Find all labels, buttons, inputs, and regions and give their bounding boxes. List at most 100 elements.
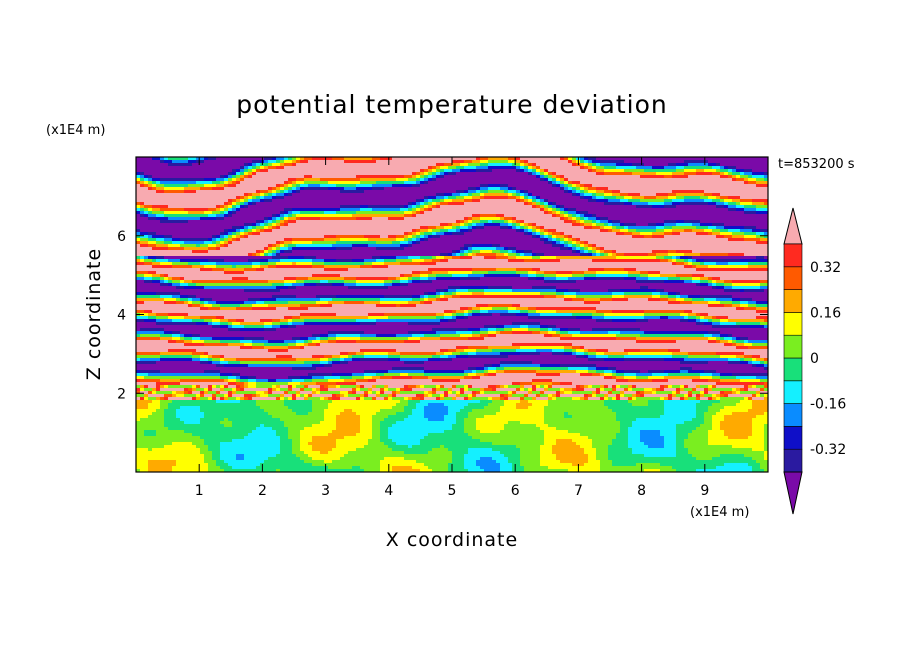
contour-cell bbox=[656, 196, 660, 199]
contour-cell bbox=[380, 187, 384, 190]
contour-cell bbox=[608, 211, 612, 214]
contour-cell bbox=[460, 178, 464, 181]
contour-cell bbox=[304, 208, 308, 211]
contour-cell bbox=[280, 187, 284, 190]
contour-cell bbox=[672, 244, 676, 247]
contour-cell bbox=[200, 166, 204, 169]
contour-cell bbox=[280, 193, 284, 196]
contour-cell bbox=[196, 202, 200, 205]
contour-cell bbox=[552, 226, 556, 229]
contour-cell bbox=[512, 214, 516, 217]
contour-cell bbox=[492, 247, 496, 250]
contour-cell bbox=[736, 235, 740, 238]
contour-cell bbox=[156, 220, 160, 223]
contour-cell bbox=[636, 244, 640, 247]
contour-cell bbox=[740, 163, 744, 166]
contour-cell bbox=[208, 178, 212, 181]
contour-cell bbox=[388, 250, 392, 253]
contour-cell bbox=[536, 223, 540, 226]
contour-cell bbox=[372, 232, 376, 235]
contour-cell bbox=[344, 229, 348, 232]
contour-cell bbox=[584, 169, 588, 172]
contour-cell bbox=[508, 202, 512, 205]
contour-cell bbox=[624, 166, 628, 169]
contour-cell bbox=[404, 223, 408, 226]
contour-cell bbox=[276, 244, 280, 247]
contour-cell bbox=[524, 169, 528, 172]
contour-cell bbox=[336, 217, 340, 220]
contour-cell bbox=[560, 157, 564, 160]
contour-cell bbox=[484, 193, 488, 196]
contour-cell bbox=[204, 160, 208, 163]
contour-cell bbox=[612, 229, 616, 232]
contour-cell bbox=[520, 244, 524, 247]
contour-cell bbox=[504, 247, 508, 250]
contour-cell bbox=[508, 190, 512, 193]
contour-cell bbox=[496, 181, 500, 184]
contour-cell bbox=[144, 211, 148, 214]
contour-cell bbox=[408, 223, 412, 226]
contour-cell bbox=[592, 241, 596, 244]
contour-cell bbox=[416, 184, 420, 187]
contour-cell bbox=[592, 175, 596, 178]
contour-cell bbox=[664, 193, 668, 196]
contour-cell bbox=[640, 247, 644, 250]
contour-cell bbox=[364, 193, 368, 196]
contour-cell bbox=[532, 208, 536, 211]
contour-cell bbox=[384, 238, 388, 241]
contour-cell bbox=[648, 238, 652, 241]
contour-cell bbox=[448, 190, 452, 193]
contour-cell bbox=[284, 181, 288, 184]
contour-cell bbox=[264, 226, 268, 229]
contour-cell bbox=[552, 166, 556, 169]
contour-cell bbox=[256, 241, 260, 244]
contour-cell bbox=[148, 211, 152, 214]
contour-cell bbox=[488, 217, 492, 220]
contour-cell bbox=[400, 244, 404, 247]
contour-cell bbox=[364, 166, 368, 169]
contour-cell bbox=[156, 160, 160, 163]
contour-cell bbox=[184, 226, 188, 229]
contour-cell bbox=[500, 202, 504, 205]
contour-cell bbox=[660, 214, 664, 217]
contour-cell bbox=[192, 193, 196, 196]
contour-cell bbox=[400, 235, 404, 238]
contour-cell bbox=[348, 247, 352, 250]
contour-cell bbox=[584, 187, 588, 190]
contour-cell bbox=[500, 172, 504, 175]
contour-cell bbox=[616, 205, 620, 208]
contour-cell bbox=[364, 247, 368, 250]
contour-cell bbox=[528, 169, 532, 172]
contour-cell bbox=[240, 220, 244, 223]
contour-cell bbox=[408, 238, 412, 241]
contour-cell bbox=[284, 193, 288, 196]
contour-cell bbox=[160, 205, 164, 208]
contour-cell bbox=[248, 223, 252, 226]
contour-cell bbox=[428, 196, 432, 199]
contour-cell bbox=[260, 208, 264, 211]
contour-cell bbox=[568, 208, 572, 211]
contour-cell bbox=[472, 160, 476, 163]
contour-cell bbox=[760, 226, 764, 229]
contour-cell bbox=[604, 193, 608, 196]
contour-cell bbox=[304, 157, 308, 160]
contour-cell bbox=[720, 223, 724, 226]
contour-cell bbox=[264, 178, 268, 181]
contour-cell bbox=[364, 181, 368, 184]
contour-cell bbox=[412, 202, 416, 205]
contour-cell bbox=[264, 157, 268, 160]
contour-cell bbox=[596, 247, 600, 250]
contour-cell bbox=[204, 181, 208, 184]
contour-cell bbox=[428, 202, 432, 205]
contour-cell bbox=[172, 247, 176, 250]
contour-cell bbox=[316, 214, 320, 217]
contour-cell bbox=[676, 220, 680, 223]
contour-cell bbox=[600, 223, 604, 226]
contour-cell bbox=[672, 226, 676, 229]
contour-cell bbox=[524, 214, 528, 217]
contour-cell bbox=[224, 166, 228, 169]
contour-cell bbox=[716, 199, 720, 202]
contour-cell bbox=[564, 181, 568, 184]
contour-cell bbox=[596, 178, 600, 181]
contour-cell bbox=[320, 190, 324, 193]
